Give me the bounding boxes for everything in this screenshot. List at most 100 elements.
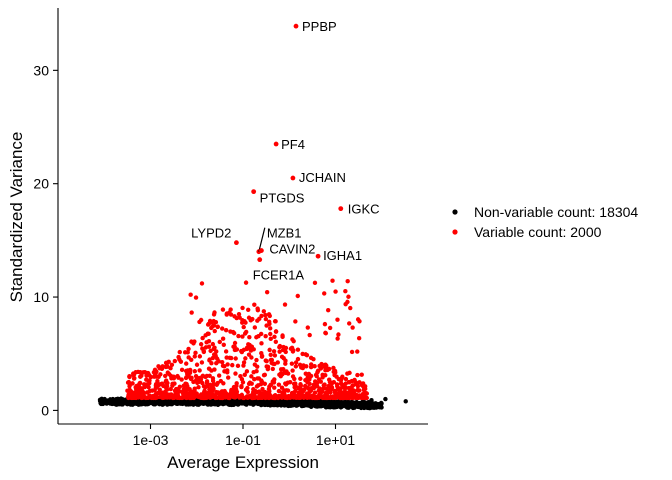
gene-point (135, 369, 141, 375)
gene-point (289, 403, 294, 408)
gene-point (171, 376, 177, 381)
gene-point (212, 310, 217, 315)
gene-point (230, 362, 235, 368)
gene-point (263, 334, 268, 339)
gene-point (159, 394, 164, 399)
gene-point (345, 371, 350, 376)
gene-point (214, 349, 219, 354)
gene-point (169, 362, 175, 368)
gene-point (233, 356, 238, 361)
gene-point (348, 388, 353, 393)
gene-point (165, 370, 171, 375)
gene-point (302, 387, 307, 392)
gene-point (212, 345, 217, 350)
gene-point (125, 380, 131, 385)
gene-point (210, 341, 216, 347)
gene-point (323, 330, 328, 336)
gene-point (193, 373, 199, 379)
gene-point (273, 329, 279, 334)
gene-point (259, 354, 265, 359)
gene-point (232, 314, 237, 319)
gene-point (280, 372, 285, 377)
gene-point (303, 371, 308, 376)
gene-point (128, 389, 134, 394)
gene-point (343, 376, 349, 382)
gene-point (204, 395, 210, 400)
gene-point (152, 371, 158, 376)
gene-point (206, 344, 212, 349)
gene-point (255, 364, 260, 369)
gene-point (233, 347, 239, 352)
gene-point (345, 299, 350, 305)
gene-point (137, 380, 143, 386)
gene-point (134, 401, 139, 406)
gene-point (163, 385, 169, 390)
gene-point (200, 380, 205, 386)
gene-point (245, 389, 250, 395)
gene-point (224, 312, 229, 317)
gene-point (141, 392, 146, 398)
y-tick-label: 0 (41, 402, 49, 418)
point-label-fcer1a: FCER1A (253, 268, 305, 283)
gene-point (268, 331, 273, 337)
gene-point (228, 329, 233, 334)
gene-point (186, 355, 191, 360)
gene-point (220, 326, 225, 331)
gene-point (347, 321, 352, 326)
gene-point (267, 402, 273, 407)
gene-point (369, 397, 374, 403)
gene-point (334, 402, 340, 408)
gene-point (204, 373, 210, 379)
gene-point (233, 371, 238, 376)
gene-point (142, 370, 148, 375)
gene-point (223, 328, 229, 333)
gene-point (206, 338, 212, 344)
point-label-ptgds: PTGDS (260, 191, 305, 206)
gene-point (228, 312, 234, 317)
gene-point (334, 374, 339, 379)
gene-point (156, 364, 161, 369)
labeled-point-igha1 (315, 253, 321, 259)
gene-point (261, 401, 266, 407)
gene-point (300, 351, 305, 357)
gene-point (241, 360, 247, 365)
gene-point (283, 402, 288, 407)
gene-point (187, 368, 193, 374)
gene-point (312, 280, 318, 286)
gene-point (329, 385, 334, 390)
gene-point (280, 334, 285, 340)
gene-point (189, 375, 194, 381)
gene-point (189, 339, 194, 344)
gene-point (335, 317, 340, 322)
gene-point (307, 388, 313, 394)
gene-point (321, 383, 326, 388)
gene-point (327, 395, 333, 400)
gene-point (257, 316, 262, 322)
gene-point (351, 400, 356, 405)
point-label-igha1: IGHA1 (323, 248, 362, 263)
gene-point (265, 364, 271, 370)
gene-point (293, 319, 298, 324)
point-label-cavin2: CAVIN2 (269, 242, 315, 257)
gene-point (217, 339, 222, 345)
gene-point (220, 307, 226, 312)
gene-point (164, 363, 169, 369)
gene-point (339, 392, 344, 397)
gene-point (165, 394, 171, 400)
gene-point (236, 311, 242, 317)
gene-point (246, 342, 251, 347)
gene-point (226, 375, 231, 380)
gene-point (222, 364, 227, 369)
legend-label-non-variable: Non-variable count: 18304 (474, 204, 638, 220)
y-axis-title: Standardized Variance (7, 132, 26, 303)
gene-point (116, 401, 122, 406)
gene-point (355, 349, 360, 354)
point-label-lypd2: LYPD2 (191, 226, 231, 241)
gene-point (361, 402, 366, 408)
gene-point (255, 376, 260, 381)
labeled-point-cavin2 (259, 248, 264, 253)
gene-point (283, 349, 288, 355)
gene-point (268, 326, 273, 331)
gene-point (305, 395, 310, 400)
gene-point (305, 325, 310, 330)
